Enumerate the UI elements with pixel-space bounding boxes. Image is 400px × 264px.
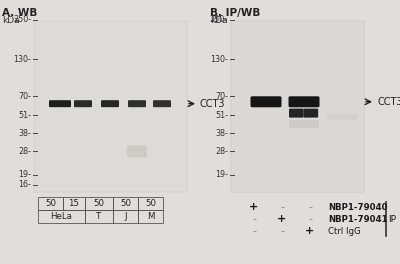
Bar: [230, 20, 365, 193]
Bar: [85, 197, 113, 210]
FancyBboxPatch shape: [127, 145, 147, 157]
Text: -: -: [308, 202, 312, 212]
Text: HeLa: HeLa: [50, 212, 72, 221]
Text: T: T: [96, 212, 102, 221]
Text: -: -: [280, 226, 284, 236]
Text: 250-: 250-: [13, 16, 31, 25]
Text: NBP1-79040: NBP1-79040: [328, 202, 388, 211]
FancyBboxPatch shape: [49, 100, 71, 107]
Text: +: +: [305, 226, 315, 236]
Bar: [63, 197, 85, 210]
Bar: [38, 197, 63, 210]
FancyBboxPatch shape: [74, 100, 92, 107]
FancyBboxPatch shape: [289, 109, 304, 117]
Text: 28-: 28-: [18, 147, 31, 156]
Text: 19-: 19-: [215, 170, 228, 179]
Text: 50: 50: [145, 199, 156, 208]
FancyBboxPatch shape: [288, 96, 320, 107]
Text: 50: 50: [45, 199, 56, 208]
Text: 50: 50: [120, 199, 131, 208]
Text: 130-: 130-: [210, 55, 228, 64]
Text: +: +: [277, 214, 287, 224]
Text: kDa: kDa: [2, 16, 20, 25]
Bar: [38, 210, 85, 223]
Text: kDa: kDa: [210, 16, 228, 25]
Text: CCT3: CCT3: [200, 99, 226, 109]
Text: B. IP/WB: B. IP/WB: [210, 8, 260, 18]
Text: 16-: 16-: [18, 181, 31, 190]
Bar: [33, 20, 188, 193]
Bar: [138, 197, 163, 210]
Text: CCT3: CCT3: [377, 97, 400, 107]
Text: 250-: 250-: [210, 16, 228, 25]
FancyBboxPatch shape: [304, 109, 318, 117]
Text: 38-: 38-: [215, 129, 228, 138]
FancyBboxPatch shape: [128, 100, 146, 107]
Text: 28-: 28-: [215, 147, 228, 156]
Bar: [35, 22, 186, 191]
Text: 15: 15: [68, 199, 80, 208]
Text: IP: IP: [388, 214, 396, 224]
FancyBboxPatch shape: [289, 120, 319, 128]
Text: -: -: [252, 214, 256, 224]
Bar: [113, 210, 138, 223]
Text: +: +: [249, 202, 259, 212]
FancyBboxPatch shape: [327, 114, 357, 120]
Text: 38-: 38-: [18, 129, 31, 138]
Text: 51-: 51-: [215, 111, 228, 120]
Text: 19-: 19-: [18, 170, 31, 179]
Text: NBP1-79041: NBP1-79041: [328, 214, 388, 224]
Bar: [85, 210, 113, 223]
Text: 70-: 70-: [215, 92, 228, 101]
Text: 50: 50: [94, 199, 104, 208]
Text: J: J: [124, 212, 127, 221]
Text: -: -: [280, 202, 284, 212]
Text: 70-: 70-: [18, 92, 31, 101]
Text: -: -: [252, 226, 256, 236]
FancyBboxPatch shape: [101, 100, 119, 107]
Text: Ctrl IgG: Ctrl IgG: [328, 227, 361, 235]
Text: A. WB: A. WB: [2, 8, 37, 18]
Text: M: M: [147, 212, 154, 221]
Bar: [232, 22, 363, 191]
Bar: [138, 210, 163, 223]
Text: -: -: [308, 214, 312, 224]
Text: 51-: 51-: [18, 111, 31, 120]
Text: 130-: 130-: [13, 55, 31, 64]
FancyBboxPatch shape: [250, 96, 282, 107]
Bar: [113, 197, 138, 210]
FancyBboxPatch shape: [153, 100, 171, 107]
